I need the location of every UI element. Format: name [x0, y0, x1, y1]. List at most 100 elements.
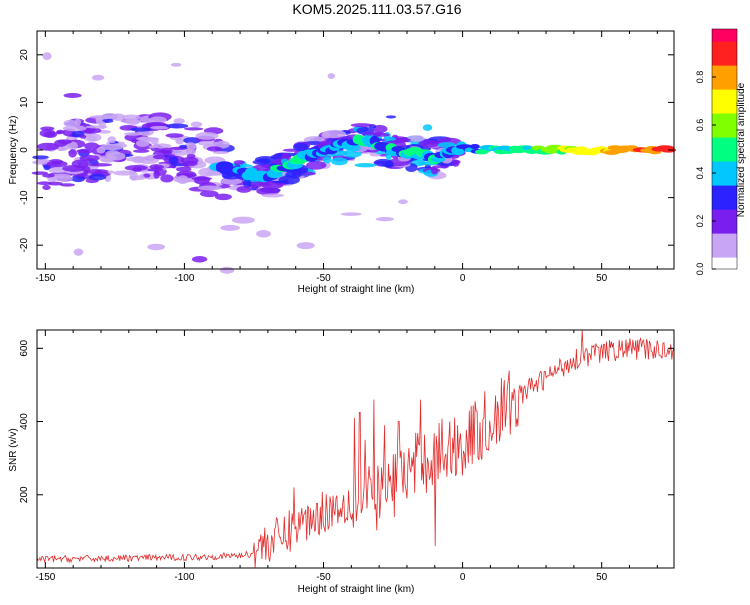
spectrogram-xtick-label: 50	[596, 273, 608, 284]
spectrogram-xtick-label: 0	[460, 273, 466, 284]
colorbar-cell	[712, 77, 737, 80]
spectral-patch	[194, 176, 210, 185]
spectrogram-xtick-label: -50	[316, 273, 331, 284]
colorbar-cell	[712, 231, 737, 234]
colorbar-cell	[712, 131, 737, 134]
colorbar-cell	[712, 79, 737, 82]
spectral-patch	[256, 230, 271, 238]
colorbar-cell	[712, 187, 737, 190]
colorbar-cell	[712, 105, 737, 108]
spectral-patch	[71, 175, 85, 183]
colorbar-cell	[712, 119, 737, 122]
spectral-patch	[46, 160, 68, 168]
spectral-patch	[121, 114, 141, 121]
colorbar-cell	[712, 117, 737, 120]
colorbar: 0.0 0.2 0.4 0.6 0.8 Normalized spectral ampl…	[695, 28, 747, 275]
colorbar-cell	[712, 203, 737, 206]
colorbar-cell	[712, 115, 737, 118]
colorbar-cell	[712, 163, 737, 166]
colorbar-cell	[712, 45, 737, 48]
colorbar-cell	[712, 191, 737, 194]
spectral-patch	[198, 167, 216, 177]
spectral-patch	[95, 169, 103, 174]
colorbar-cell	[712, 101, 737, 104]
spectral-patch	[76, 148, 94, 154]
colorbar-cell	[712, 223, 737, 226]
spectral-patch	[256, 187, 280, 196]
spectrogram-xtick-label: -150	[35, 273, 55, 284]
colorbar-cell	[712, 247, 737, 250]
colorbar-cell	[712, 67, 737, 70]
spectral-patch	[214, 140, 230, 149]
spectral-patch	[176, 175, 189, 185]
spectrogram-ytick-label: -20	[19, 238, 30, 253]
colorbar-cell	[712, 171, 737, 174]
snr-panel: -150 -100 -50 0 50 200 400 600 Height of straig…	[8, 329, 675, 595]
spectral-patch	[79, 134, 87, 139]
snr-ytick-label: 200	[19, 486, 30, 503]
snr-axes: -150 -100 -50 0 50 200 400 600	[19, 330, 674, 583]
colorbar-cell	[712, 243, 737, 246]
colorbar-cell	[712, 81, 737, 84]
colorbar-cell	[712, 201, 737, 204]
colorbar-cell	[712, 251, 737, 254]
colorbar-cell	[712, 235, 737, 238]
colorbar-cell	[712, 49, 737, 52]
colorbar-cell	[712, 195, 737, 198]
spectral-patch	[375, 217, 394, 222]
snr-ytick-label: 600	[19, 340, 30, 357]
colorbar-cell	[712, 205, 737, 208]
colorbar-cell	[712, 249, 737, 252]
spectral-patch	[422, 124, 433, 131]
colorbar-cell	[712, 175, 737, 178]
spectral-patch	[79, 154, 100, 162]
spectral-patch	[243, 179, 252, 189]
spectral-patch	[42, 184, 51, 190]
colorbar-cell	[712, 217, 737, 220]
spectral-patch	[191, 256, 208, 263]
colorbar-gradient	[712, 29, 737, 270]
colorbar-cell	[712, 259, 737, 262]
spectral-patch	[181, 160, 198, 167]
colorbar-cell	[712, 41, 737, 44]
spectral-patch	[292, 142, 309, 152]
colorbar-cell	[712, 71, 737, 74]
colorbar-cell	[712, 193, 737, 196]
spectral-patch	[123, 132, 144, 136]
colorbar-cell	[712, 177, 737, 180]
spectral-patch	[306, 160, 327, 170]
colorbar-cell	[712, 55, 737, 58]
spectral-patch	[176, 166, 192, 172]
spectral-patch	[398, 199, 408, 205]
spectral-patch	[296, 242, 315, 250]
colorbar-cell	[712, 157, 737, 160]
colorbar-cell	[712, 155, 737, 158]
spectral-patch	[111, 113, 126, 121]
spectral-patch	[107, 170, 115, 174]
spectral-patch	[372, 132, 390, 137]
colorbar-cell	[712, 65, 737, 68]
colorbar-cell	[712, 29, 737, 32]
colorbar-cell	[712, 51, 737, 54]
colorbar-cell	[712, 61, 737, 64]
spectral-patch	[154, 164, 164, 170]
spectral-patch	[407, 135, 425, 143]
spectral-patch	[138, 136, 151, 141]
snr-ylabel: SNR (v/v)	[8, 428, 19, 471]
spectral-patch	[437, 142, 456, 148]
spectral-patch	[150, 137, 159, 145]
colorbar-cell	[712, 173, 737, 176]
colorbar-cell	[712, 233, 737, 236]
colorbar-cell	[712, 255, 737, 258]
snr-ytick-label: 400	[19, 413, 30, 430]
spectral-patch	[153, 169, 160, 179]
colorbar-cell	[712, 43, 737, 46]
spectral-patch	[165, 133, 184, 138]
spectrogram-marks	[31, 52, 677, 274]
spectral-patch	[354, 162, 377, 168]
colorbar-cell	[712, 89, 737, 92]
colorbar-cell	[712, 227, 737, 230]
colorbar-tick-label: 0.2	[695, 215, 705, 228]
spectral-patch	[340, 212, 362, 216]
